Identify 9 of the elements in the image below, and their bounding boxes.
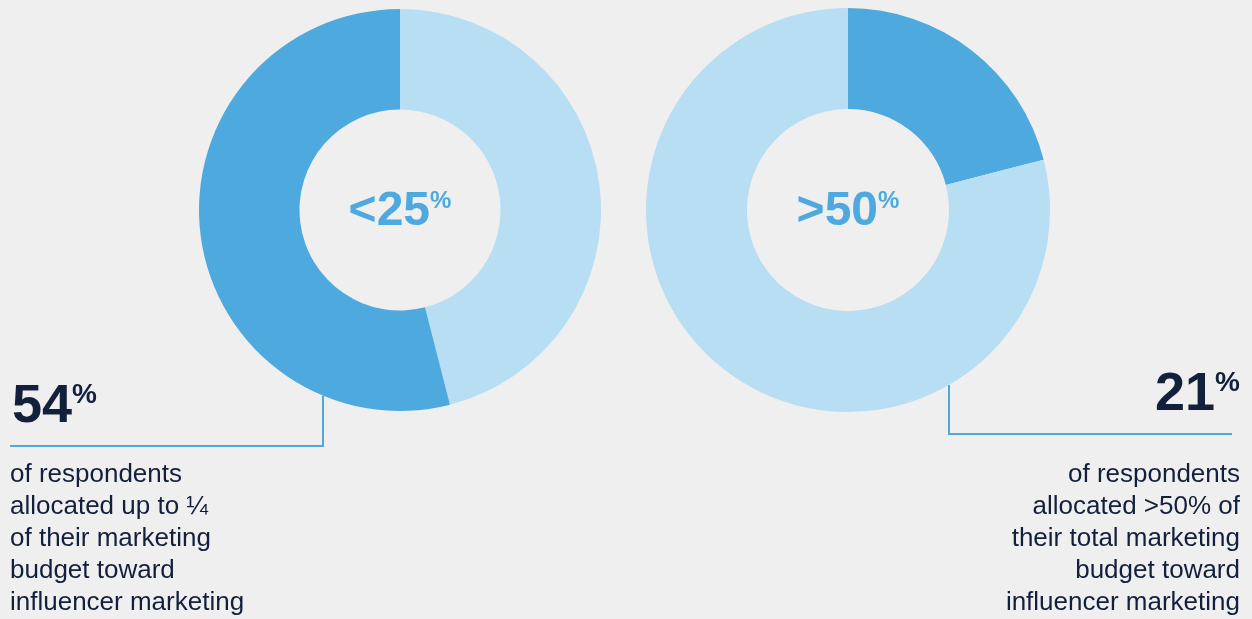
donut-slice [646, 8, 1050, 412]
text: >50$^{%}$ [796, 182, 900, 235]
text: of respondents allocated >50% of their total marketing budget toward influencer marketing [1005, 458, 1241, 616]
text: 21$^{%}$ [1155, 361, 1241, 421]
donut-slice [199, 9, 450, 411]
text: 54$^{%}$ [12, 373, 98, 433]
donut-slice [848, 8, 1044, 185]
text: <25$^{%}$ [348, 182, 452, 235]
text: of respondents allocated up to ¼ of their marketing budget toward influencer marketing [10, 458, 245, 616]
